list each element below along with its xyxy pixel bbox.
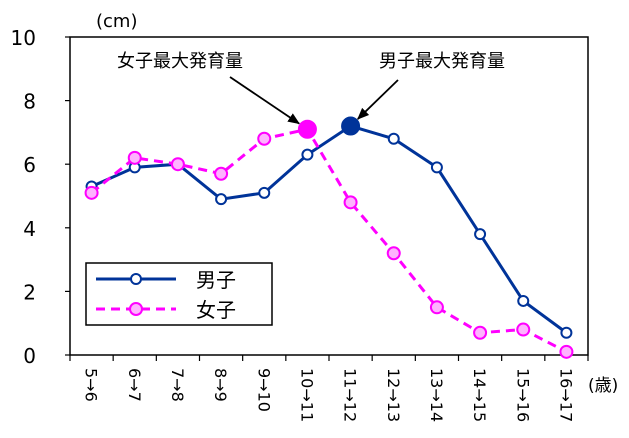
data-point <box>215 193 228 206</box>
x-tick-label: 7→8 <box>168 368 187 402</box>
y-unit-label: (cm) <box>96 11 137 32</box>
annotation-arrow <box>229 76 300 125</box>
x-tick-label: 16→17 <box>556 368 575 422</box>
annotation-label: 女子最大発育量 <box>117 51 243 72</box>
x-axis: 5→6 6→7 7→8 8→9 9→10 10→11 11→12 12→13 13→14 14→1… <box>69 355 589 422</box>
data-point <box>516 322 531 337</box>
x-tick-label: 15→16 <box>513 368 532 422</box>
data-point <box>214 166 229 181</box>
series-layer <box>84 116 574 359</box>
data-point <box>430 161 443 174</box>
data-point <box>386 246 401 261</box>
x-unit-label: (歳) <box>588 376 618 396</box>
y-axis: 0 2 4 6 8 10 <box>11 26 70 368</box>
legend-swatch-marker <box>129 302 143 316</box>
x-tick-label: 14→15 <box>470 368 489 422</box>
x-tick-label: 5→6 <box>82 368 101 402</box>
data-point <box>257 131 272 146</box>
x-tick-label: 8→9 <box>211 368 230 402</box>
peak-point <box>297 119 317 139</box>
x-tick-label: 10→11 <box>297 368 316 422</box>
y-tick-label: 6 <box>23 153 36 177</box>
annotation-label: 男子最大発育量 <box>379 51 505 72</box>
peak-point <box>341 116 361 136</box>
x-tick-label: 6→7 <box>125 368 144 402</box>
x-tick-label: 12→13 <box>384 368 403 422</box>
y-tick-label: 8 <box>23 90 36 114</box>
y-tick-label: 10 <box>11 26 36 50</box>
data-point <box>517 294 530 307</box>
data-point <box>429 300 444 315</box>
series-line-boys <box>90 124 568 334</box>
series-line-girls <box>90 127 568 354</box>
x-tick-label: 9→10 <box>254 368 273 412</box>
y-tick-label: 0 <box>23 344 36 368</box>
data-point <box>170 157 185 172</box>
data-point <box>84 185 99 200</box>
data-point <box>559 344 574 359</box>
data-point <box>301 148 314 161</box>
data-point <box>258 186 271 199</box>
legend-label: 女子 <box>196 298 236 322</box>
data-point <box>343 195 358 210</box>
x-tick-label: 11→12 <box>341 368 360 422</box>
x-tick-label: 13→14 <box>427 368 446 422</box>
legend-box <box>85 262 273 326</box>
data-point <box>473 325 488 340</box>
data-point <box>387 132 400 145</box>
y-tick-label: 2 <box>23 280 36 304</box>
data-point <box>560 326 573 339</box>
legend-label: 男子 <box>196 268 236 292</box>
legend-swatch-marker <box>130 273 142 285</box>
data-point <box>127 150 142 165</box>
annotation-layer: 女子最大発育量 男子最大発育量 <box>117 51 505 125</box>
y-tick-label: 4 <box>23 217 36 241</box>
annotation-arrow <box>357 79 399 120</box>
data-point <box>474 228 487 241</box>
